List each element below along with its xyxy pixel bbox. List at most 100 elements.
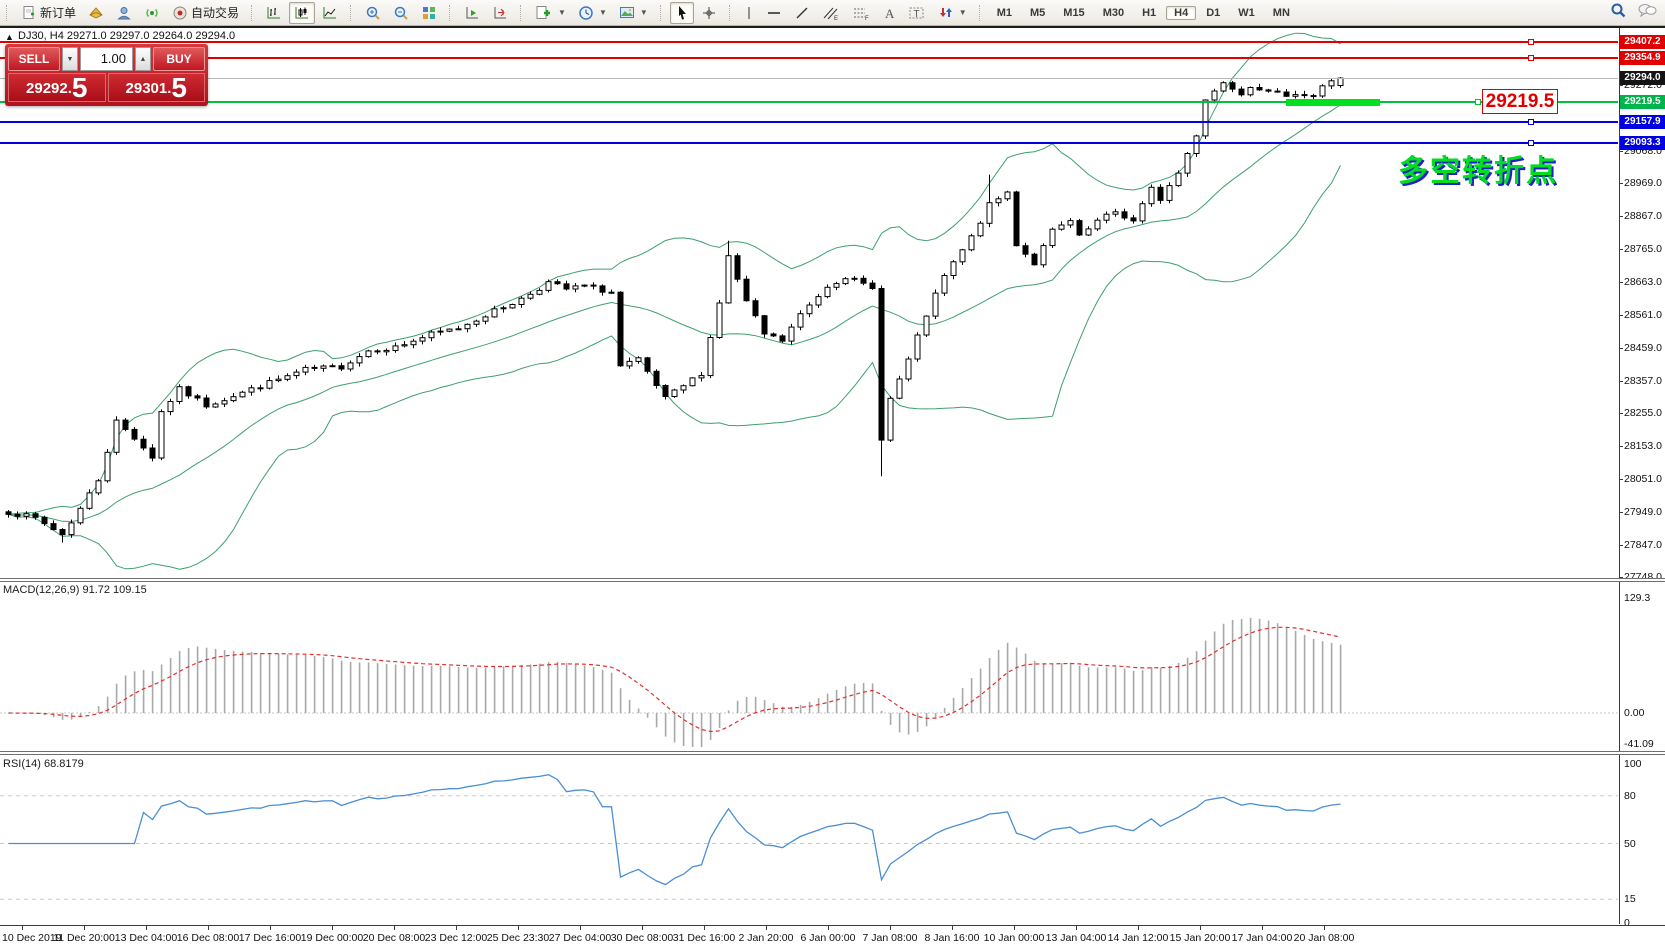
horizontal-line-button[interactable]	[761, 2, 787, 24]
dropdown-caret: ▼	[639, 8, 648, 17]
sell-button[interactable]: SELL	[8, 47, 60, 71]
price-tag-29407.2[interactable]: 29407.2	[1620, 34, 1665, 49]
broadcast-icon	[144, 5, 160, 21]
volume-input[interactable]: 1.00	[80, 47, 133, 71]
time-label: 10 Jan 00:00	[983, 932, 1045, 944]
line-anchor[interactable]	[1528, 139, 1534, 146]
line-chart-button[interactable]	[317, 2, 343, 24]
time-label: 6 Jan 00:00	[800, 932, 856, 944]
chart-shift-button[interactable]	[487, 2, 513, 24]
text-label-button[interactable]: T	[903, 2, 931, 24]
time-tick	[22, 926, 23, 930]
price-tick-label: 28153.0	[1624, 440, 1662, 453]
fibonacci-button[interactable]: F	[847, 2, 875, 24]
timeframe-MN[interactable]: MN	[1272, 6, 1290, 19]
pane-separator[interactable]	[0, 578, 1665, 582]
tile-windows-button[interactable]	[416, 2, 442, 24]
horizontal-line-29294.0[interactable]	[0, 77, 1618, 79]
timeframe-H4[interactable]: H4	[1166, 5, 1197, 20]
price-tick-label: 28867.0	[1624, 209, 1662, 222]
cursor-button[interactable]	[669, 1, 694, 24]
price-tick-label: 28765.0	[1624, 242, 1662, 255]
price-level-label[interactable]: 29219.5	[1482, 89, 1558, 114]
horizontal-line-29093.3[interactable]	[0, 141, 1618, 144]
buy-button[interactable]: BUY	[153, 47, 205, 71]
zoom-in-button[interactable]	[360, 2, 386, 24]
broadcast-button[interactable]	[139, 2, 165, 24]
chart-window[interactable]: ▲ DJ30, H4 29271.0 29297.0 29264.0 29294…	[0, 26, 1665, 947]
volume-decrease-button[interactable]: ▼	[62, 47, 78, 71]
add-indicator-button[interactable]: ▼	[530, 2, 571, 24]
price-tag-29294.0[interactable]: 29294.0	[1620, 71, 1665, 86]
pane-separator[interactable]	[0, 751, 1665, 755]
period-clock-button[interactable]: ▼	[573, 2, 612, 24]
price-axis[interactable]	[1619, 28, 1620, 924]
timeframe-H1[interactable]: H1	[1142, 6, 1157, 19]
sell-price[interactable]: 29292. 5	[8, 73, 106, 102]
time-tick	[1262, 926, 1263, 930]
horizontal-line-29219.5[interactable]	[0, 101, 1618, 104]
toolbar-grip	[251, 4, 256, 21]
vertical-line-button[interactable]	[739, 2, 759, 24]
rsi-axis-label: 15	[1624, 893, 1636, 906]
timeframe-M1[interactable]: M1	[996, 6, 1012, 19]
buy-price[interactable]: 29301. 5	[107, 73, 205, 102]
rsi-pane[interactable]	[0, 757, 1618, 925]
line-anchor[interactable]	[1475, 99, 1481, 106]
bar-chart-button[interactable]	[261, 2, 287, 24]
time-label: 25 Dec 23:30	[486, 932, 550, 944]
macd-axis-label: 129.3	[1624, 592, 1651, 604]
chinese-annotation[interactable]: 多空转折点	[1398, 155, 1558, 188]
equidistant-channel-button[interactable]: E	[817, 2, 845, 24]
timeframe-M30[interactable]: M30	[1102, 6, 1125, 19]
line-anchor[interactable]	[1528, 38, 1534, 45]
price-tick-label: 28357.0	[1624, 374, 1662, 387]
time-axis[interactable]: 10 Dec 2019 11 Dec 20:00 13 Dec 04:00 16 De…	[0, 925, 1665, 947]
volume-increase-button[interactable]: ▲	[135, 47, 151, 71]
price-tick-label: 27847.0	[1624, 539, 1662, 552]
macd-pane[interactable]	[0, 583, 1618, 751]
oneclick-collapse-arrow[interactable]: ▲	[5, 32, 14, 42]
new-order-button[interactable]: 新订单	[16, 2, 81, 24]
price-tag-29219.5[interactable]: 29219.5	[1620, 95, 1665, 110]
rsi-axis-label: 100	[1624, 758, 1642, 770]
timeframe-W1[interactable]: W1	[1238, 6, 1255, 19]
search-icon[interactable]	[1610, 2, 1627, 24]
horizontal-line-29157.9[interactable]	[0, 121, 1618, 123]
candlestick-chart[interactable]	[0, 28, 1618, 578]
symbol-ohlc-line: DJ30, H4 29271.0 29297.0 29264.0 29294.0	[18, 30, 236, 42]
price-tick	[1619, 215, 1623, 217]
timeframe-M5[interactable]: M5	[1030, 6, 1046, 19]
mail-button[interactable]	[83, 2, 109, 24]
candlestick-chart-button[interactable]	[289, 1, 316, 24]
line-anchor[interactable]	[1528, 55, 1534, 62]
timeframe-D1[interactable]: D1	[1206, 6, 1221, 19]
time-tick	[332, 926, 333, 930]
svg-text:T: T	[913, 9, 919, 20]
arrows-button[interactable]: ▼	[933, 2, 972, 24]
chart-forward-button[interactable]	[459, 2, 485, 24]
price-tag-29354.9[interactable]: 29354.9	[1620, 51, 1665, 66]
time-label: 8 Jan 16:00	[924, 932, 980, 944]
horizontal-line-29407.2[interactable]	[0, 40, 1618, 43]
horizontal-line-29354.9[interactable]	[0, 57, 1618, 60]
zoom-out-button[interactable]	[388, 2, 414, 24]
crosshair-button[interactable]	[696, 2, 722, 24]
text-button[interactable]: A	[877, 2, 901, 24]
profile-icon	[116, 5, 132, 21]
trendline-button[interactable]	[789, 2, 815, 24]
price-tag-29093.3[interactable]: 29093.3	[1620, 135, 1665, 150]
line-anchor[interactable]	[1528, 119, 1534, 125]
rsi-axis-label: 0	[1624, 917, 1630, 929]
timeframe-M15[interactable]: M15	[1063, 6, 1085, 19]
macd-axis-label: 0.00	[1624, 707, 1645, 719]
price-tick	[1619, 545, 1623, 547]
autotrading-button[interactable]: 自动交易	[167, 2, 244, 24]
price-tag-29157.9[interactable]: 29157.9	[1620, 115, 1665, 129]
thick-green-trendline[interactable]	[1286, 99, 1380, 106]
toolbar-grip	[350, 4, 355, 21]
chat-icon[interactable]	[1637, 2, 1657, 24]
price-tick	[1619, 413, 1623, 415]
profile-button[interactable]	[111, 2, 137, 24]
template-button[interactable]: ▼	[614, 2, 653, 24]
